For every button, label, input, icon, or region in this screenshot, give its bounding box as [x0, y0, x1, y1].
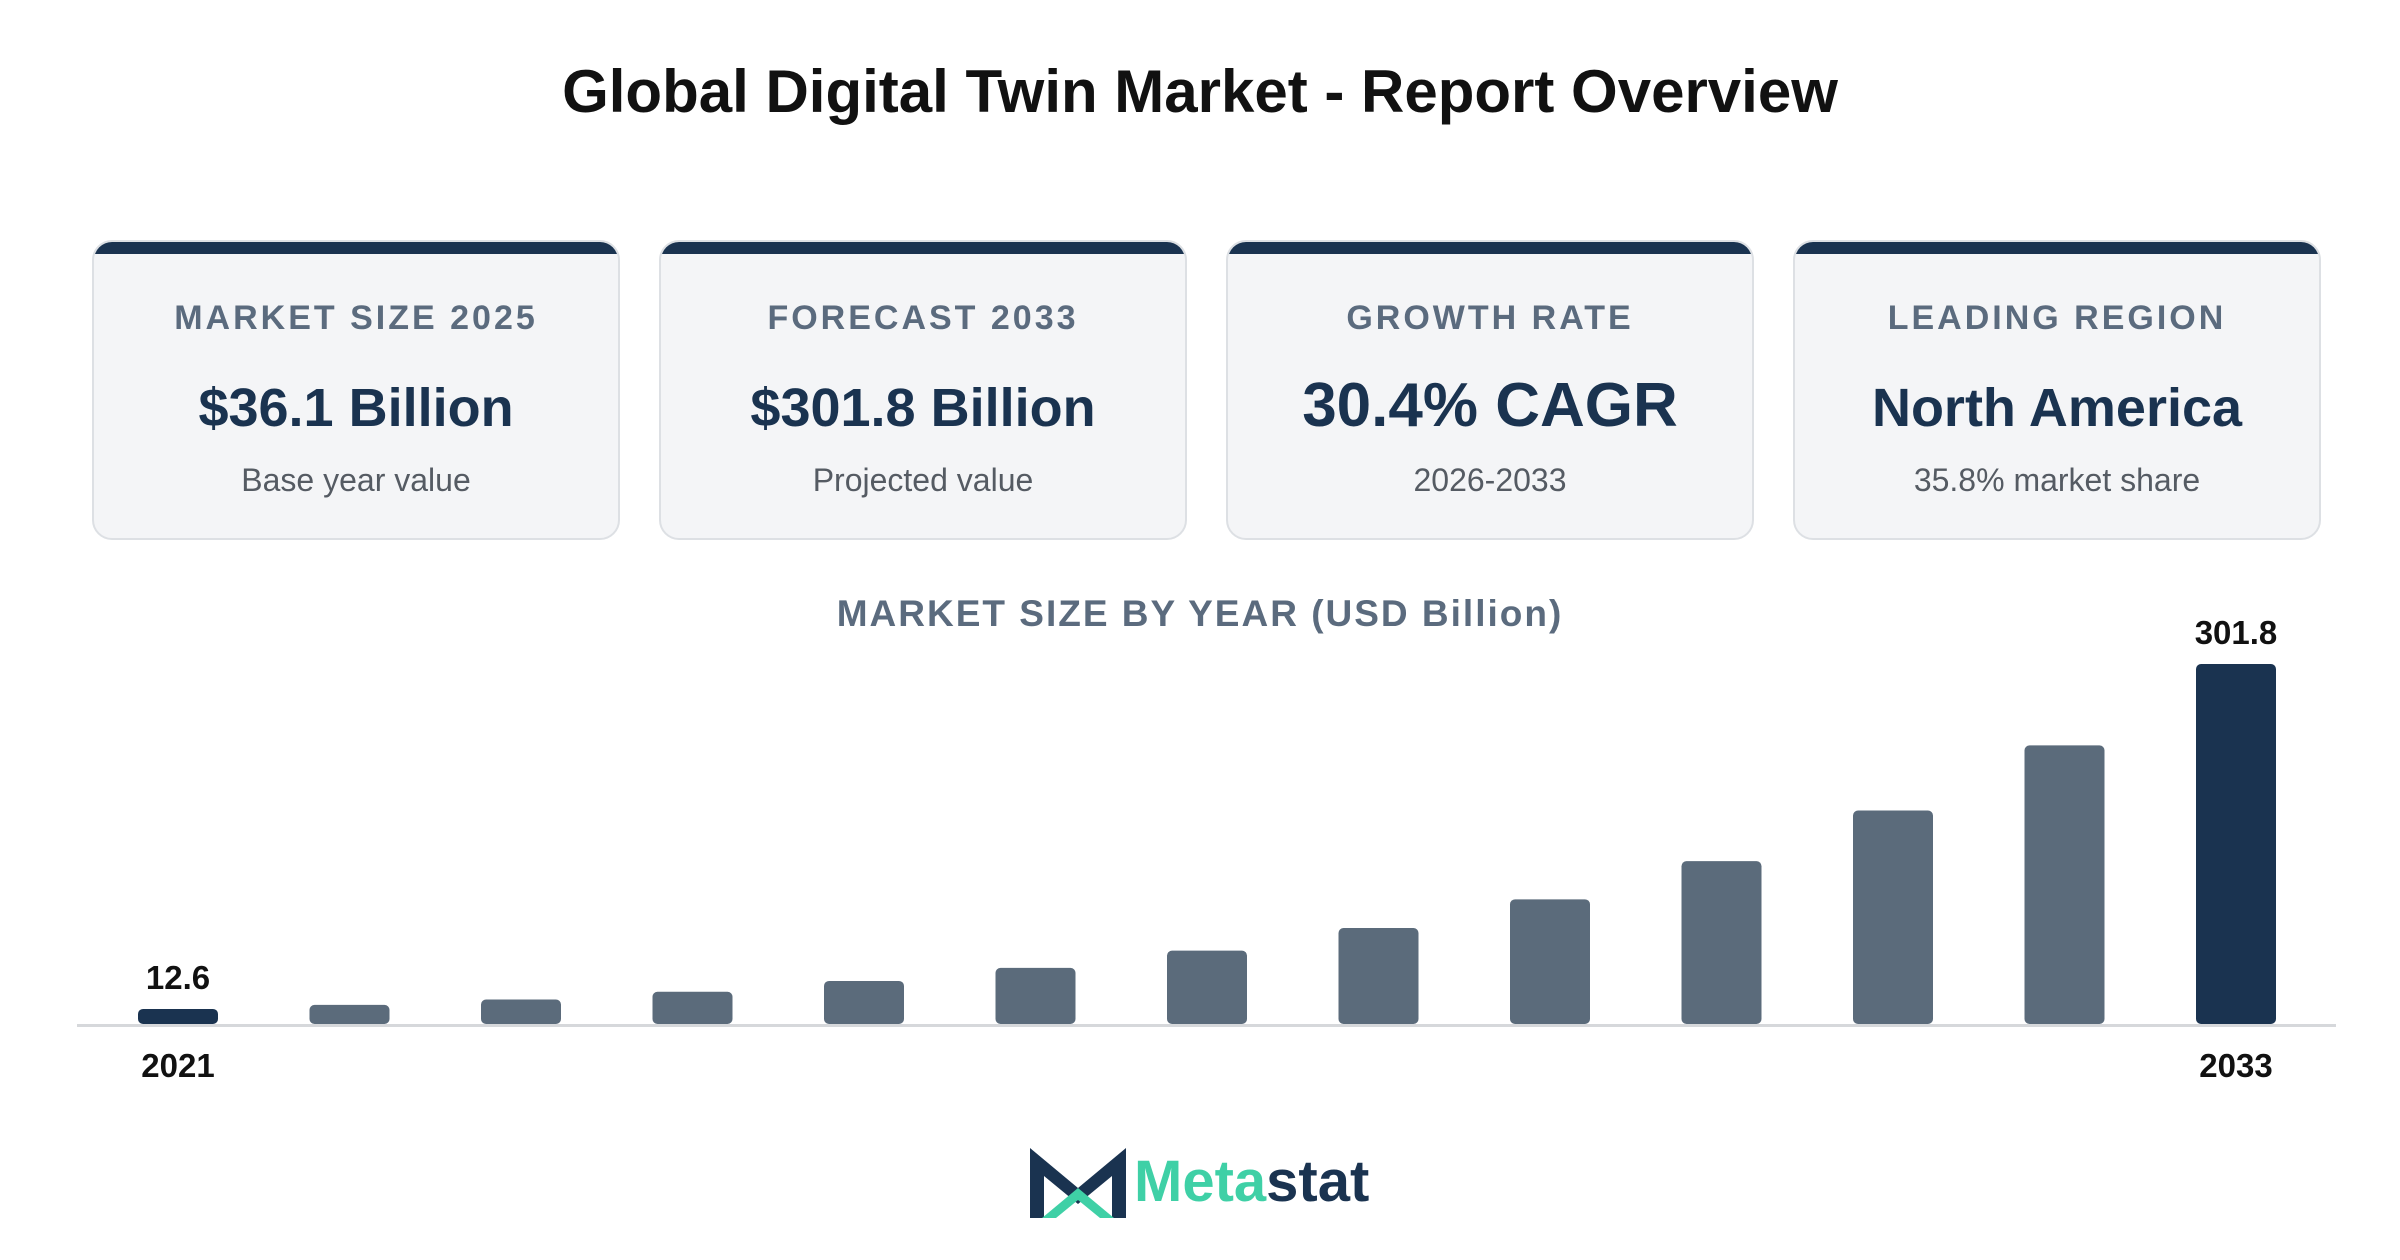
bar-2031: [1853, 810, 1933, 1024]
bar-2027: [1167, 950, 1247, 1024]
bar-2028: [1338, 927, 1419, 1024]
page-title: Global Digital Twin Market - Report Over…: [562, 58, 1838, 125]
bar-2023: [481, 999, 561, 1024]
card-accent-bar: [94, 242, 618, 254]
card-accent-bar: [1228, 242, 1752, 254]
bar-2033: [2196, 664, 2276, 1024]
bar-2029: [1510, 899, 1590, 1024]
card-value: 30.4% CAGR: [1302, 371, 1678, 440]
brand: Metastat: [1028, 1144, 1388, 1218]
card-subtitle: Base year value: [241, 462, 471, 498]
card-subtitle: Projected value: [812, 462, 1034, 498]
card-value: $301.8 Billion: [750, 378, 1096, 438]
leading-region-card: LEADING REGION North America 35.8% marke…: [1793, 240, 2321, 540]
bar-value-label-2021: 12.6: [146, 959, 210, 996]
card-label: FORECAST 2033: [767, 299, 1079, 337]
card-accent-bar: [1795, 242, 2319, 254]
bar-2032: [2024, 745, 2105, 1024]
card-value: $36.1 Billion: [198, 378, 514, 438]
market-size-bar-chart: 12.6 2021 301.8 2033: [77, 614, 2336, 1084]
forecast-card: FORECAST 2033 $301.8 Billion Projected v…: [659, 240, 1187, 540]
chart-title: MARKET SIZE BY YEAR (USD Billion): [836, 593, 1564, 634]
x-tick-label-2033: 2033: [2199, 1047, 2272, 1084]
card-label: LEADING REGION: [1887, 299, 2227, 337]
brand-name-part1: Meta: [1134, 1149, 1267, 1214]
bar-2026: [995, 967, 1076, 1024]
bar-2022: [309, 1004, 390, 1024]
x-tick-label-2021: 2021: [141, 1047, 214, 1084]
brand-name: Metastat: [1134, 1150, 1369, 1214]
bar-2030: [1681, 861, 1762, 1024]
card-value: North America: [1871, 378, 2243, 438]
bar-2024: [652, 991, 733, 1024]
bar-value-label-2033: 301.8: [2195, 614, 2278, 651]
card-accent-bar: [661, 242, 1185, 254]
brand-name-part2: stat: [1266, 1149, 1370, 1214]
card-subtitle: 2026-2033: [1413, 462, 1567, 498]
market-size-card: MARKET SIZE 2025 $36.1 Billion Base year…: [92, 240, 620, 540]
card-label: GROWTH RATE: [1346, 299, 1634, 337]
metastat-m-logo-icon: [1030, 1148, 1126, 1218]
card-subtitle: 35.8% market share: [1913, 462, 2201, 498]
growth-rate-card: GROWTH RATE 30.4% CAGR 2026-2033: [1226, 240, 1754, 540]
bar-2025: [824, 980, 904, 1024]
bar-2021: [138, 1008, 218, 1024]
card-label: MARKET SIZE 2025: [174, 299, 538, 337]
